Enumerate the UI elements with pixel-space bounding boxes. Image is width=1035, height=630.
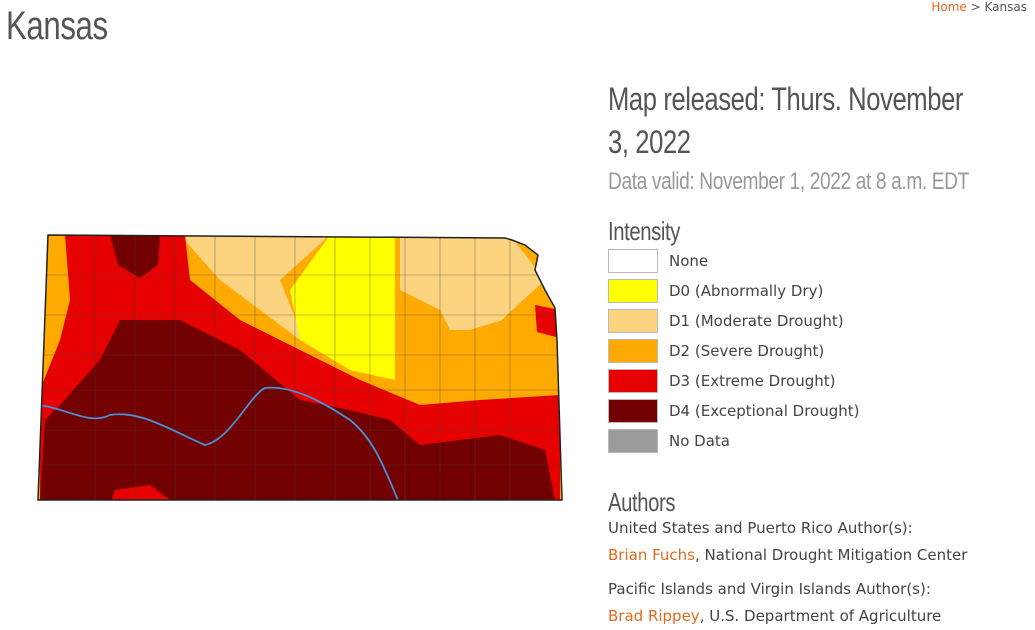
home-link[interactable]: Home xyxy=(931,0,967,14)
drought-map xyxy=(37,234,563,501)
author-link[interactable]: Brad Rippey xyxy=(608,607,700,625)
legend-item: None xyxy=(608,249,860,279)
legend-swatch xyxy=(608,429,658,453)
released-date: Map released: Thurs. November 3, 2022 xyxy=(608,81,964,160)
legend-label: D0 (Abnormally Dry) xyxy=(669,282,824,300)
legend-swatch xyxy=(608,369,658,393)
legend-swatch xyxy=(608,279,658,303)
legend-item: D1 (Moderate Drought) xyxy=(608,309,860,339)
author-group-title: Pacific Islands and Virgin Islands Autho… xyxy=(608,580,931,598)
author-group: Pacific Islands and Virgin Islands Autho… xyxy=(608,576,941,630)
legend-swatch xyxy=(608,399,658,423)
current-page: Kansas xyxy=(984,0,1027,14)
page-title: Kansas xyxy=(6,4,108,48)
author-affiliation: , U.S. Department of Agriculture xyxy=(699,607,942,625)
legend: None D0 (Abnormally Dry) D1 (Moderate Drou… xyxy=(608,249,860,459)
valid-date: Data valid: November 1, 2022 at 8 a.m. E… xyxy=(608,168,969,195)
legend-label: D2 (Severe Drought) xyxy=(669,342,825,360)
legend-item: D3 (Extreme Drought) xyxy=(608,369,860,399)
legend-item: D2 (Severe Drought) xyxy=(608,339,860,369)
legend-swatch xyxy=(608,339,658,363)
legend-swatch xyxy=(608,249,658,273)
authors-heading: Authors xyxy=(608,487,676,517)
author-line: Brian Fuchs, National Drought Mitigation… xyxy=(608,542,967,569)
author-group-title: United States and Puerto Rico Author(s): xyxy=(608,519,913,537)
legend-label: D4 (Exceptional Drought) xyxy=(669,402,860,420)
legend-label: No Data xyxy=(669,432,730,450)
breadcrumb: Home > Kansas xyxy=(931,0,1027,14)
legend-item: D4 (Exceptional Drought) xyxy=(608,399,860,429)
legend-label: D3 (Extreme Drought) xyxy=(669,372,836,390)
legend-item: D0 (Abnormally Dry) xyxy=(608,279,860,309)
legend-item: No Data xyxy=(608,429,860,459)
author-group: United States and Puerto Rico Author(s):… xyxy=(608,515,967,569)
legend-swatch xyxy=(608,309,658,333)
separator: > xyxy=(970,0,981,14)
legend-label: None xyxy=(669,252,709,270)
author-link[interactable]: Brian Fuchs xyxy=(608,546,695,564)
author-affiliation: , National Drought Mitigation Center xyxy=(694,546,968,564)
map-fill xyxy=(38,235,562,500)
legend-label: D1 (Moderate Drought) xyxy=(669,312,844,330)
legend-heading: Intensity xyxy=(608,216,681,246)
author-line: Brad Rippey, U.S. Department of Agricult… xyxy=(608,603,941,630)
